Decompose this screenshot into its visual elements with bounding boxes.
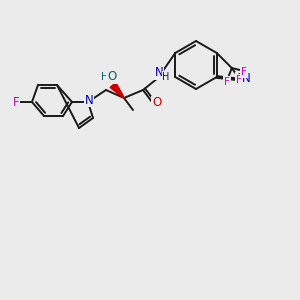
Text: F: F [236, 75, 242, 85]
Text: N: N [85, 94, 93, 106]
Text: F: F [224, 77, 230, 87]
Polygon shape [110, 82, 124, 98]
Text: F: F [13, 95, 19, 109]
Text: H: H [101, 72, 109, 82]
Text: O: O [152, 97, 162, 110]
Text: H: H [162, 72, 170, 82]
Text: N: N [242, 71, 250, 85]
Text: N: N [154, 67, 164, 80]
Text: F: F [241, 67, 247, 77]
Text: O: O [107, 70, 117, 83]
Text: C: C [236, 73, 244, 85]
